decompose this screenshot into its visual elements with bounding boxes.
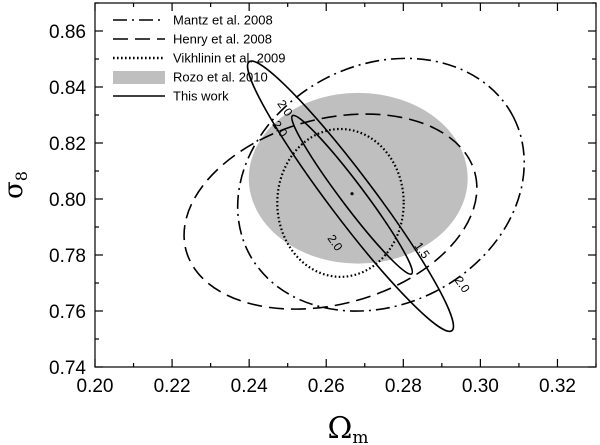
- legend-label: Vikhlinin et al. 2009: [173, 51, 286, 66]
- legend-label: Mantz et al. 2008: [173, 13, 273, 28]
- x-tick-label: 0.28: [385, 376, 422, 397]
- contour-label: 2.0: [452, 274, 473, 296]
- x-tick-label: 0.20: [77, 376, 114, 397]
- contour-this-work-1: [246, 60, 455, 333]
- axis-ticks: 0.20 0.22 0.24 0.26 0.28 0.30 0.32 0.74 0.76 0.78…: [49, 2, 597, 397]
- contour-rozo-et-al-2010: [248, 92, 468, 264]
- y-tick-label: 0.86: [49, 22, 86, 43]
- y-tick-label: 0.80: [49, 190, 86, 211]
- x-axis-title: Ωm: [328, 411, 369, 445]
- legend-label: Henry et al. 2008: [173, 32, 272, 47]
- best-fit-point: [350, 192, 354, 196]
- x-tick-label: 0.30: [462, 376, 499, 397]
- legend-label: This work: [173, 89, 229, 104]
- x-tick-label: 0.24: [231, 376, 268, 397]
- y-tick-label: 0.74: [49, 358, 86, 379]
- y-tick-label: 0.76: [49, 302, 86, 323]
- y-tick-label: 0.78: [49, 246, 86, 267]
- y-axis-title: σ8: [0, 171, 31, 199]
- y-tick-label: 0.82: [49, 134, 86, 155]
- y-tick-label: 0.84: [49, 78, 86, 99]
- legend-label: Rozo et al. 2010: [173, 70, 268, 85]
- plot-area: [183, 57, 526, 333]
- contour-mantz-et-al-2008: [236, 57, 526, 312]
- x-tick-label: 0.32: [539, 376, 576, 397]
- contour-this-work-2: [290, 114, 414, 276]
- legend-swatch: [113, 71, 165, 84]
- x-tick-label: 0.22: [154, 376, 191, 397]
- legend: Mantz et al. 2008 Henry et al. 2008 Vikhli…: [113, 13, 286, 104]
- contour-henry-et-al-2008: [183, 113, 478, 310]
- plot-frame: [94, 2, 597, 368]
- contour-vikhlinin-et-al-2009: [276, 127, 405, 278]
- x-tick-label: 0.26: [308, 376, 345, 397]
